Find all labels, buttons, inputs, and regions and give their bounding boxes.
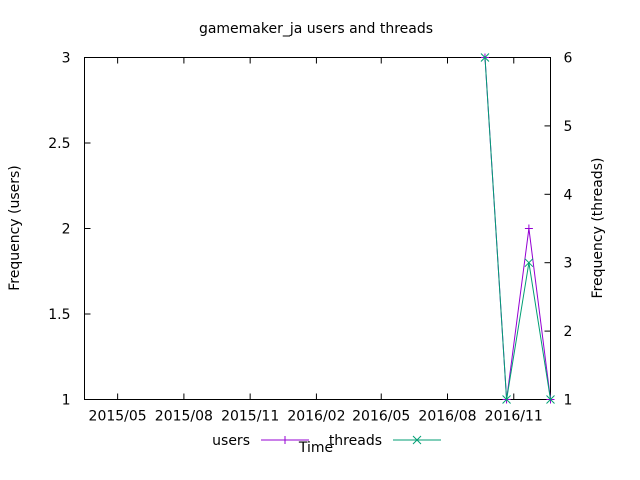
legend-label-threads: threads bbox=[329, 433, 382, 449]
x-axis-label: Time bbox=[298, 440, 333, 456]
y2-tick-label: 2 bbox=[564, 324, 573, 340]
x-axis-ticks: 2015/05 2015/08 2015/11 2016/02 2016/05 2016/… bbox=[89, 57, 543, 425]
y-tick-label: 2 bbox=[62, 222, 71, 238]
plot-frame bbox=[84, 57, 551, 400]
y-axis-label: Frequency (users) bbox=[7, 165, 23, 291]
y2-tick-label: 4 bbox=[564, 187, 573, 203]
y-tick-label: 1.5 bbox=[48, 307, 70, 323]
y2-axis-ticks: 1 2 3 4 5 6 bbox=[544, 51, 573, 409]
legend: users threads bbox=[212, 433, 441, 449]
y2-tick-label: 1 bbox=[564, 393, 573, 409]
data-point-threads bbox=[502, 395, 511, 404]
series-line-users bbox=[484, 57, 551, 400]
series-layer bbox=[480, 53, 555, 404]
x-tick-label: 2015/05 bbox=[89, 409, 147, 425]
y2-axis-label: Frequency (threads) bbox=[590, 158, 606, 299]
y-tick-label: 2.5 bbox=[48, 136, 70, 152]
y-axis-ticks: 1 1.5 2 2.5 3 bbox=[48, 51, 91, 409]
y2-tick-label: 5 bbox=[564, 119, 573, 135]
x-tick-label: 2016/02 bbox=[287, 409, 345, 425]
x-tick-label: 2015/11 bbox=[221, 409, 279, 425]
data-point-threads bbox=[480, 53, 490, 62]
x-tick-label: 2016/08 bbox=[418, 409, 476, 425]
data-point-users bbox=[524, 224, 533, 233]
y2-tick-label: 6 bbox=[564, 51, 573, 67]
x-tick-label: 2016/05 bbox=[352, 409, 410, 425]
chart-title: gamemaker_ja users and threads bbox=[199, 21, 433, 37]
legend-marker-threads bbox=[412, 435, 422, 445]
y2-tick-label: 3 bbox=[564, 256, 573, 272]
series-line-threads bbox=[484, 57, 551, 400]
data-point-threads bbox=[546, 395, 555, 404]
y-tick-label: 1 bbox=[62, 393, 71, 409]
legend-label-users: users bbox=[212, 433, 250, 449]
y-tick-label: 3 bbox=[62, 51, 71, 67]
data-point-threads bbox=[524, 258, 534, 268]
x-tick-label: 2015/08 bbox=[155, 409, 213, 425]
x-tick-label: 2016/11 bbox=[485, 409, 543, 425]
legend-marker-users bbox=[281, 436, 289, 444]
